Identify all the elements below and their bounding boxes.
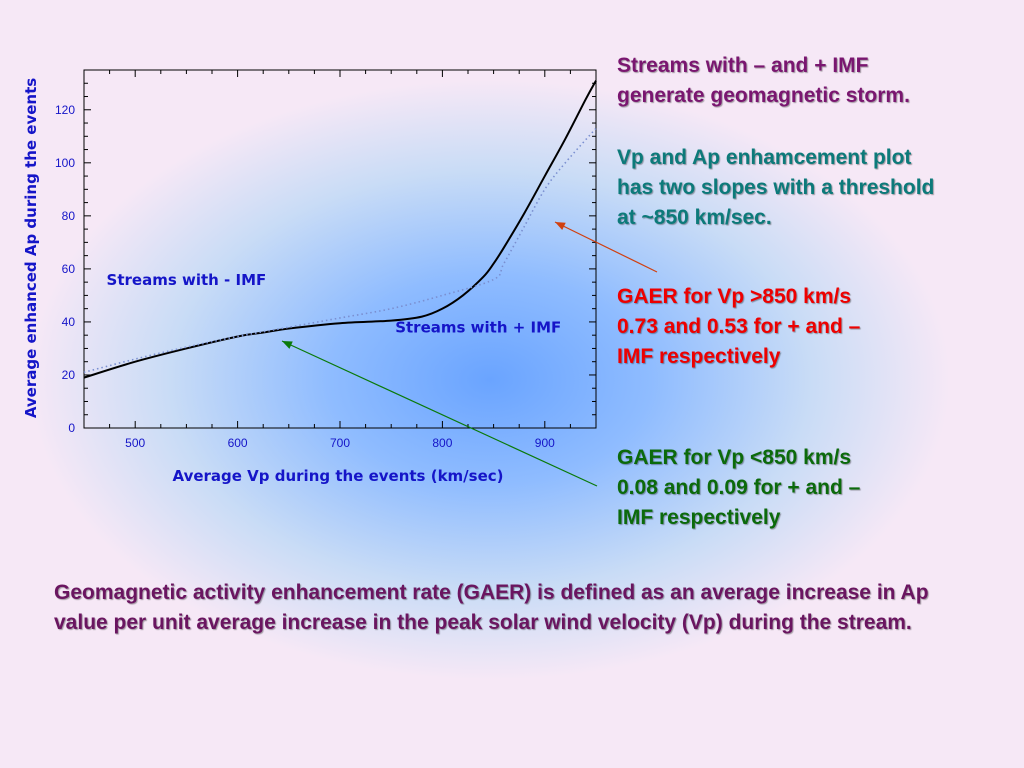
arrow-to-low-slope-head (282, 341, 293, 349)
x-tick-label: 800 (432, 436, 452, 450)
x-tick-label: 500 (125, 436, 145, 450)
arrow-to-high-slope-head (555, 222, 566, 230)
arrow-to-high-slope (554, 221, 658, 273)
arrow-to-low-slope (281, 340, 598, 487)
y-tick-label: 20 (62, 368, 76, 382)
annotation-minus-imf: Streams with - IMF (107, 271, 267, 289)
x-tick-label: 900 (535, 436, 555, 450)
x-axis-label: Average Vp during the events (km/sec) (173, 467, 504, 485)
plot-area: 500 600 700 800 900 0 20 40 60 80 100 120 Average Vp… (22, 69, 658, 487)
y-tick-label: 100 (55, 156, 75, 170)
plot-frame (83, 69, 597, 429)
x-tick-label: 700 (330, 436, 350, 450)
y-axis-label: Average enhanced Ap during the events (22, 78, 40, 418)
note-gaer-high: GAER for Vp >850 km/s 0.73 and 0.53 for … (617, 285, 861, 368)
annotation-plus-imf: Streams with + IMF (395, 319, 561, 337)
x-tick-label: 600 (228, 436, 248, 450)
note-storm-generation: Streams with – and + IMF generate geomag… (617, 54, 910, 107)
y-tick-label: 120 (55, 103, 75, 117)
note-gaer-low: GAER for Vp <850 km/s 0.08 and 0.09 for … (617, 446, 861, 529)
y-tick-label: 0 (68, 421, 75, 435)
y-tick-label: 40 (62, 315, 76, 329)
gaer-definition: Geomagnetic activity enhancement rate (G… (54, 581, 929, 634)
y-tick-label: 60 (62, 262, 76, 276)
note-two-slopes: Vp and Ap enhamcement plot has two slope… (617, 146, 935, 229)
y-tick-label: 80 (62, 209, 76, 223)
